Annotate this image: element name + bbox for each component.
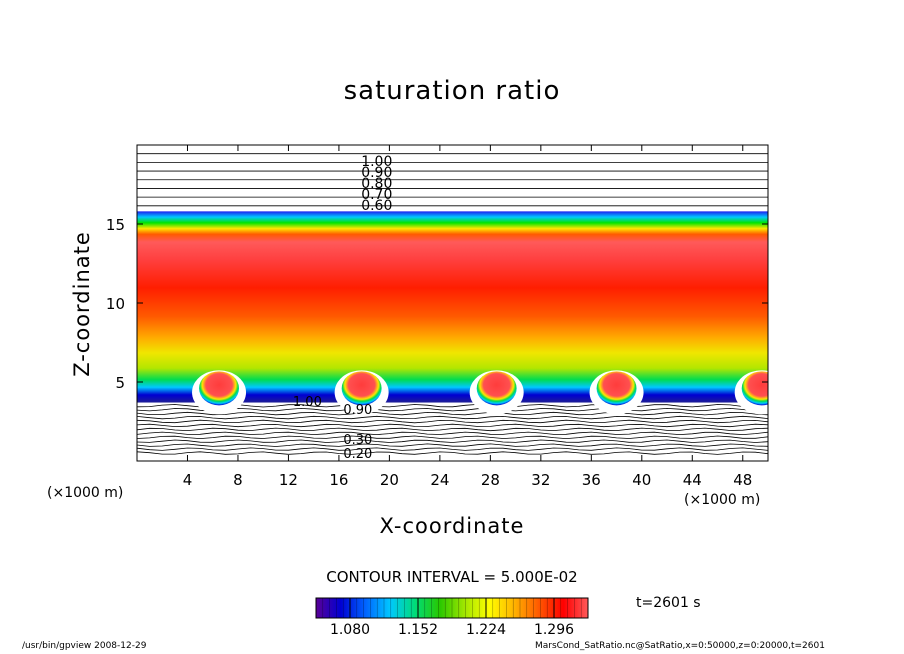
contour-label: 1.00 — [361, 154, 392, 170]
contour-lines — [137, 153, 768, 455]
contour-line — [137, 403, 768, 408]
chart-title: saturation ratio — [343, 76, 561, 106]
bubble — [476, 371, 517, 406]
contour-label: 0.80 — [361, 176, 392, 192]
x-tick-label: 44 — [683, 471, 702, 489]
contour-line — [137, 435, 768, 440]
colorbar-tick-label: 1.152 — [397, 622, 439, 638]
contour-line — [137, 419, 768, 424]
bubble — [741, 371, 768, 406]
x-axis-label: X-coordinate — [379, 514, 525, 538]
bubble — [596, 371, 637, 406]
x-unit-label-right: (×1000 m) — [684, 492, 761, 508]
contour-label: 0.20 — [343, 447, 372, 462]
colorbar — [315, 597, 589, 619]
x-tick-label: 24 — [430, 471, 449, 489]
x-tick-label: 8 — [233, 471, 243, 489]
contour-labels: 0.600.700.800.901.001.000.900.300.20 — [293, 154, 392, 462]
bubble — [341, 371, 382, 406]
x-tick-label: 4 — [183, 471, 193, 489]
contour-line — [137, 407, 768, 412]
x-tick-label: 32 — [531, 471, 550, 489]
contour-line — [137, 415, 768, 420]
contour-interval-label: CONTOUR INTERVAL = 5.000E-02 — [326, 568, 578, 586]
contour-label: 0.90 — [361, 165, 392, 181]
x-unit-label: (×1000 m) — [47, 485, 124, 501]
footer-source: MarsCond_SatRatio.nc@SatRatio,x=0:50000,… — [535, 641, 825, 651]
contour-line — [137, 423, 768, 428]
footer-command: /usr/bin/gpview 2008-12-29 — [22, 641, 147, 651]
cloud-layer — [137, 211, 768, 403]
contour-line — [137, 431, 768, 436]
contour-line — [137, 439, 768, 443]
colorbar-tick-label: 1.224 — [465, 622, 507, 638]
x-tick-label: 36 — [582, 471, 601, 489]
x-tick-label: 20 — [380, 471, 399, 489]
x-tick-label: 16 — [329, 471, 348, 489]
convective-bubbles — [192, 370, 768, 415]
contour-line — [137, 443, 768, 447]
contour-label: 0.30 — [343, 433, 372, 448]
time-label: t=2601 s — [636, 595, 701, 611]
x-axis: 4 8 12 16 20 24 28 32 36 40 44 48 — [183, 145, 752, 489]
x-tick-label: 12 — [279, 471, 298, 489]
y-tick-label: 5 — [115, 374, 125, 392]
y-axis-label: Z-coordinate — [70, 231, 94, 377]
contour-line — [137, 411, 768, 416]
contour-label: 0.70 — [361, 187, 392, 203]
x-tick-label: 28 — [481, 471, 500, 489]
contour-label: 1.00 — [293, 395, 322, 410]
colorbar-tick-label: 1.296 — [533, 622, 575, 638]
bubble — [199, 371, 240, 406]
y-tick-label: 10 — [106, 295, 125, 313]
x-tick-label: 40 — [632, 471, 651, 489]
y-tick-label: 15 — [106, 216, 125, 234]
contour-label: 0.90 — [343, 403, 372, 418]
contour-label: 0.60 — [361, 198, 392, 214]
x-tick-label: 48 — [733, 471, 752, 489]
contour-line — [137, 451, 768, 455]
colorbar-tick-label: 1.080 — [329, 622, 371, 638]
contour-line — [137, 427, 768, 432]
y-axis: 5 10 15 — [106, 216, 768, 392]
contour-line — [137, 447, 768, 451]
